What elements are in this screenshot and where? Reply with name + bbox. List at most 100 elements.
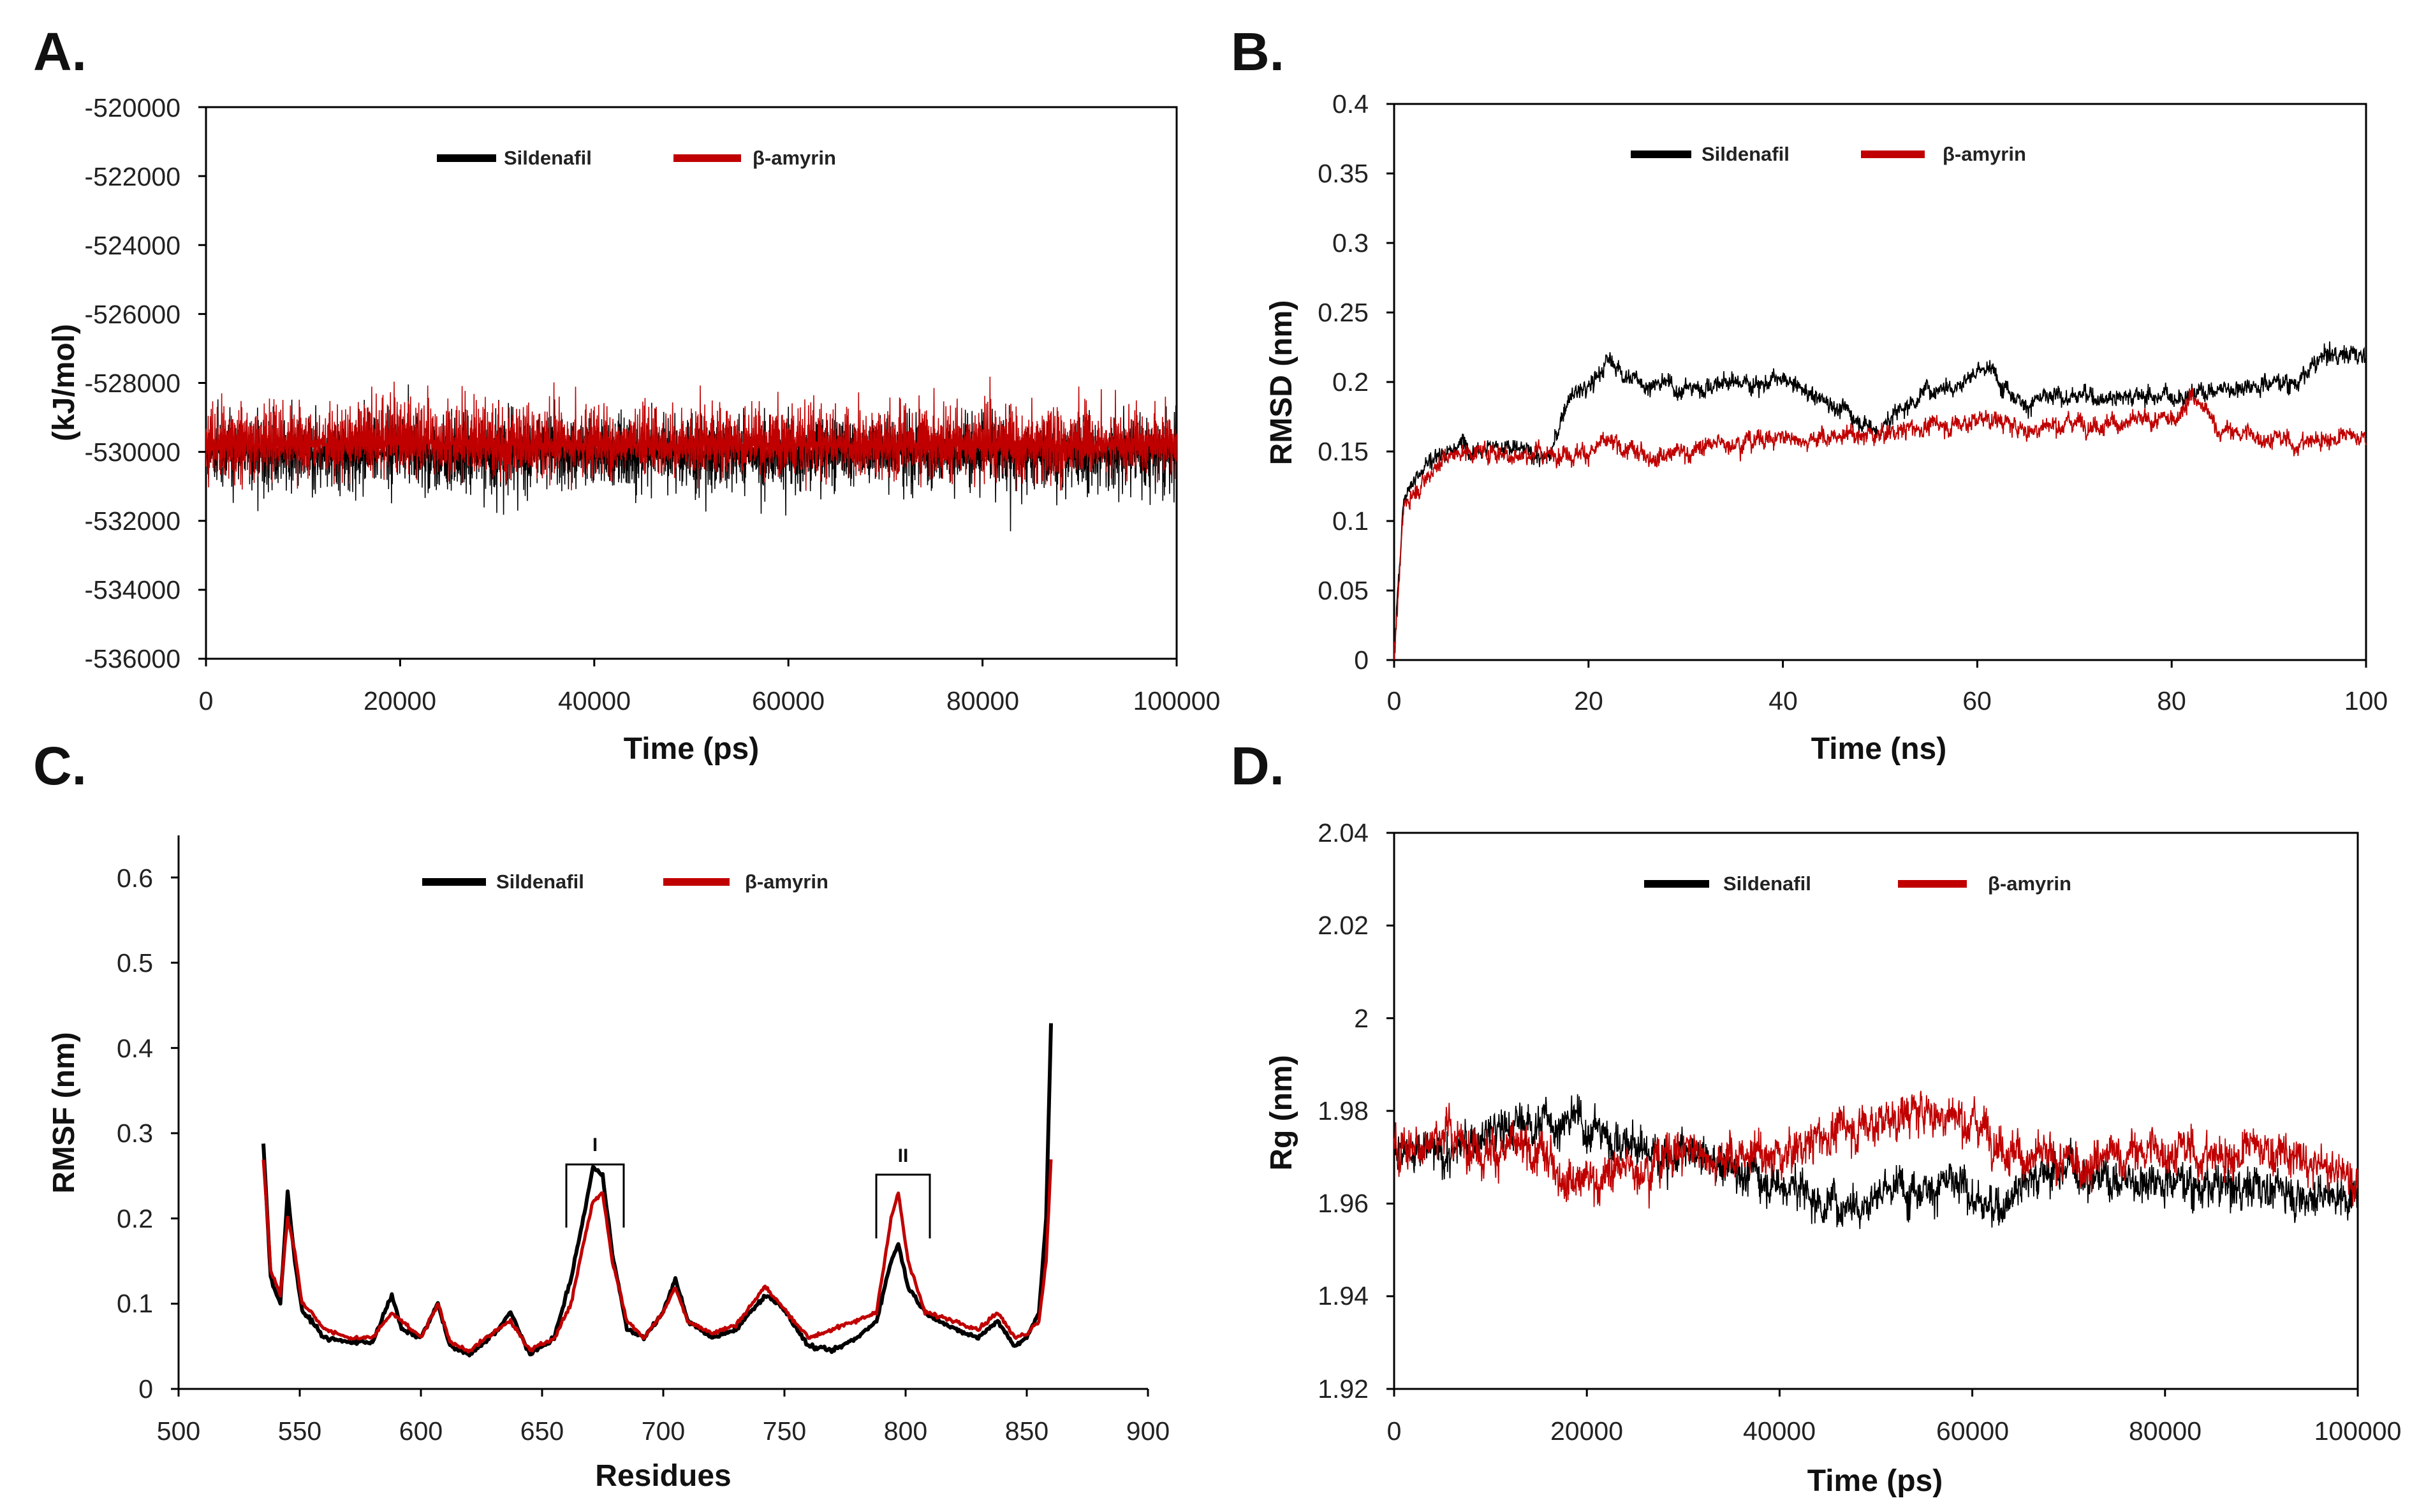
panel-a-xtick: 100000 [1133,686,1221,716]
panel-b-xtick: 60 [1962,686,1992,716]
panel-d-x-axis-title: Time (ps) [1807,1464,1943,1498]
panel-d-xtick: 20000 [1550,1416,1623,1446]
region-bracket-i [565,1163,625,1228]
panel-b-ytick: 0.15 [1318,437,1369,466]
panel-a-ytick: -536000 [85,644,180,673]
panel-c-xtick: 750 [763,1416,806,1446]
panel-d-y-axis-title: Rg (nm) [1265,1055,1298,1170]
panel-b-ytick: 0.25 [1318,298,1369,327]
panel-d-legend: Sildenafil β-amyrin [1644,872,2071,895]
panel-a-xtick: 40000 [558,686,631,716]
panel-b-ytick: 0.2 [1332,367,1369,397]
panel-a-ytick: -526000 [85,300,180,329]
panel-d-ytick: 2.02 [1318,911,1369,940]
panel-a-x-axis-title: Time (ps) [624,732,759,766]
panel-b-letter: B. [1231,22,1284,82]
panel-c-y-tick-labels: 0 0.1 0.2 0.3 0.4 0.5 0.6 [117,863,153,1404]
panel-c-ytick: 0.4 [117,1034,153,1063]
panel-a-xtick: 80000 [946,686,1019,716]
panel-c-xtick: 550 [278,1416,321,1446]
panel-b-xtick: 0 [1387,686,1402,716]
panel-a-letter: A. [33,22,87,82]
rg-trace-beta-amyrin [1393,1090,2358,1209]
panel-c-region-annotations: I II [565,1134,931,1238]
panel-a-legend-beta-amyrin: β-amyrin [753,147,836,169]
panel-d-xtick: 60000 [1936,1416,2009,1446]
panel-c-ytick: 0.1 [117,1289,153,1318]
panel-b-y-axis-title: RMSD (nm) [1265,300,1298,466]
panel-b-legend-sildenafil: Sildenafil [1702,143,1790,165]
panel-c-xtick: 900 [1126,1416,1170,1446]
panel-d-legend-beta-amyrin: β-amyrin [1988,872,2071,895]
panel-c-y-axis-title: RMSF (nm) [47,1032,81,1193]
panel-b-ytick: 0.05 [1318,576,1369,605]
panel-d-xtick: 80000 [2129,1416,2202,1446]
energy-trace-beta-amyrin [205,376,1177,492]
panel-c-ytick: 0.3 [117,1119,153,1148]
panel-a-ytick: -520000 [85,93,180,122]
panel-c-letter: C. [33,736,87,796]
panel-b-x-tick-labels: 0 20 40 60 80 100 [1387,686,2388,716]
panel-a-y-axis-title: (kJ/mol) [47,324,81,441]
panel-c-ytick: 0.2 [117,1204,153,1233]
panel-b-series [1386,103,2367,668]
panel-c-legend-sildenafil: Sildenafil [496,870,584,893]
panel-c-xtick: 800 [884,1416,927,1446]
panel-c-x-axis-title: Residues [595,1459,731,1493]
panel-d-ytick: 1.92 [1318,1374,1369,1404]
panel-c-xtick: 850 [1005,1416,1048,1446]
panel-c-series [171,876,1149,1397]
region-label-i: I [592,1134,598,1156]
panel-d-letter: D. [1231,736,1284,796]
panel-d-xtick: 0 [1387,1416,1402,1446]
panel-b-xtick: 40 [1768,686,1798,716]
panel-c-ytick: 0.5 [117,948,153,978]
panel-d: D. 1.92 1.94 1.96 1.98 2 2.02 2.04 0 200… [1231,736,2401,1498]
panel-b-xtick: 100 [2344,686,2388,716]
panel-a-ytick: -528000 [85,369,180,398]
panel-b-legend-beta-amyrin: β-amyrin [1943,143,2026,165]
panel-b-x-axis-title: Time (ns) [1811,732,1946,766]
rmsf-line-beta-amyrin [261,1159,1053,1354]
rmsd-trace-sildenafil [1393,341,2367,661]
panel-b-ytick: 0 [1354,645,1369,675]
panel-d-legend-sildenafil: Sildenafil [1723,872,1811,895]
panel-d-ytick: 1.94 [1318,1281,1369,1310]
panel-d-ytick: 2.04 [1318,818,1369,848]
region-label-ii: II [898,1145,909,1166]
panel-d-xtick: 100000 [2314,1416,2402,1446]
panel-d-xtick: 40000 [1743,1416,1816,1446]
panel-a-legend-sildenafil: Sildenafil [504,147,592,169]
panel-b-xtick: 20 [1574,686,1603,716]
panel-b-ytick: 0.3 [1332,228,1369,258]
panel-b-y-tick-labels: 0 0.05 0.1 0.15 0.2 0.25 0.3 0.35 0.4 [1318,89,1369,675]
panel-a-y-tick-labels: -536000 -534000 -532000 -530000 -528000 … [85,93,180,673]
panel-b-ytick: 0.1 [1332,506,1369,536]
panel-a-x-tick-labels: 0 20000 40000 60000 80000 100000 [199,686,1221,716]
panel-d-ytick: 2 [1354,1004,1369,1033]
panel-b: B. 0 0.05 0.1 0.15 0.2 0.25 0.3 0.35 0.4… [1231,22,2388,766]
panel-b-legend: Sildenafil β-amyrin [1631,143,2026,165]
panel-d-ytick: 1.98 [1318,1096,1369,1126]
panel-a-ytick: -532000 [85,506,180,536]
rg-trace-sildenafil [1393,1094,2358,1229]
panel-a-xtick: 60000 [752,686,825,716]
panel-c-xtick: 650 [520,1416,564,1446]
rmsd-trace-beta-amyrin [1393,388,2367,661]
panel-c-legend-beta-amyrin: β-amyrin [745,870,828,893]
panel-a-xtick: 0 [199,686,214,716]
region-bracket-ii [875,1173,931,1238]
panel-c-ytick: 0.6 [117,863,153,893]
panel-b-ytick: 0.4 [1332,89,1369,119]
panel-a-xtick: 20000 [364,686,436,716]
panel-c: C. 0 0.1 0.2 0.3 0.4 0.5 0.6 500 550 600… [33,736,1170,1493]
panel-d-x-tick-labels: 0 20000 40000 60000 80000 100000 [1387,1416,2402,1446]
rmsf-line-sildenafil [261,1023,1053,1358]
panel-a-ytick: -524000 [85,231,180,260]
panel-b-plot-frame [1393,103,2367,661]
panel-c-xtick: 600 [399,1416,443,1446]
panel-d-series [1386,832,2359,1397]
panel-d-y-tick-labels: 1.92 1.94 1.96 1.98 2 2.02 2.04 [1318,818,1369,1404]
panel-c-xtick: 500 [157,1416,200,1446]
